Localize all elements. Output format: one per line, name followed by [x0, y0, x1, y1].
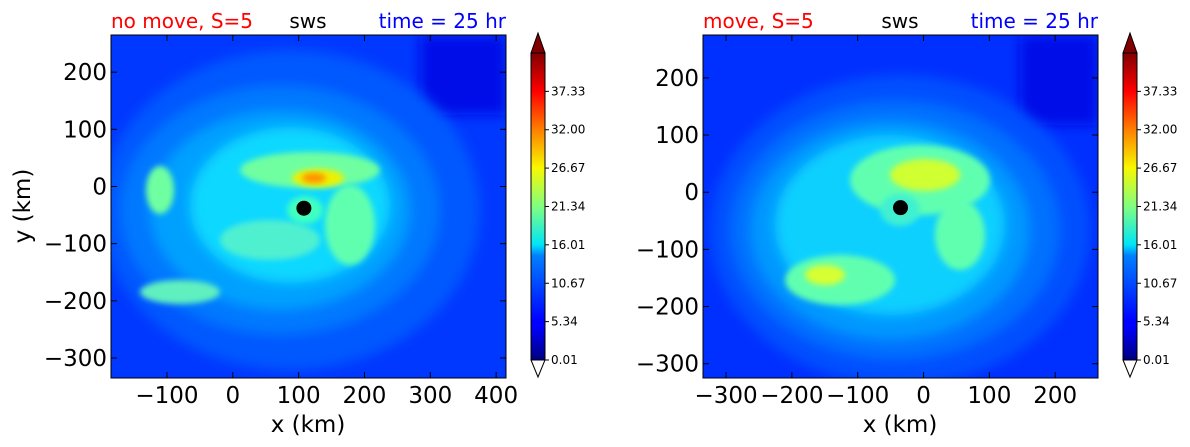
x-tick-label: −200 [760, 383, 823, 409]
x-tick-label: 100 [277, 383, 321, 409]
y-tick-label: 200 [63, 60, 107, 86]
x-tick-label: 0 [916, 383, 931, 409]
colorbar-tick-label: 26.67 [1143, 161, 1177, 175]
title-left-1: no move, S=5 [111, 9, 253, 33]
colorbar-tick-label: 37.33 [1143, 84, 1177, 98]
colorbar-tick-label: 37.33 [551, 84, 585, 98]
x-tick-label: 200 [1033, 383, 1077, 409]
colorbar-extend-top-1 [530, 31, 546, 54]
field-dark-corner-1 [420, 35, 506, 115]
y-tick-label: 0 [684, 180, 699, 206]
field-band-s-1 [220, 220, 320, 260]
field-yellow-sw-2 [805, 265, 845, 285]
field-dark-corner-2 [1020, 35, 1098, 125]
title-center-2: sws [881, 9, 918, 33]
colorbar-tick-label: 10.67 [551, 276, 585, 290]
title-left-2: move, S=5 [703, 9, 814, 33]
colorbar-tick-label: 16.01 [1143, 238, 1177, 252]
x-tick-label: −100 [826, 383, 889, 409]
colorbar-extend-bottom-1 [530, 359, 546, 379]
colorbar-tick-label: 0.01 [551, 353, 578, 367]
field-band-e-1 [325, 185, 375, 265]
colorbar-tick-label: 10.67 [1143, 276, 1177, 290]
colorbar-tick-label: 21.34 [551, 199, 585, 213]
field-band-sw-1 [140, 280, 220, 304]
colorbar-gradient-2 [1122, 52, 1138, 361]
colorbar-extend-top-2 [1122, 31, 1138, 54]
title-center-1: sws [289, 9, 326, 33]
colorbar-ticks-2: 0.01 5.34 10.67 16.01 21.34 26.67 32.00 37.33 [1137, 84, 1177, 367]
colorbar-ticks-1: 0.01 5.34 10.67 16.01 21.34 26.67 32.00 37.33 [545, 84, 585, 367]
y-tick-label: −200 [636, 295, 699, 321]
colorbar-tick-label: 16.01 [551, 238, 585, 252]
x-tick-label: 100 [967, 383, 1011, 409]
x-axis-label-2: x (km) [863, 412, 938, 438]
colorbar-tick-label: 5.34 [551, 315, 578, 329]
x-tick-label: −300 [694, 383, 757, 409]
y-tick-label: −300 [44, 346, 107, 372]
x-tick-label: 400 [474, 383, 518, 409]
colorbar-1: 0.01 5.34 10.67 16.01 21.34 26.67 32.00 37.33 [530, 31, 585, 379]
y-tick-label: −100 [636, 237, 699, 263]
panel-1: −100 0 100 200 300 400 200 100 0 −100 −200 −300 no … [10, 9, 585, 438]
storm-center-marker-2 [893, 200, 908, 216]
x-tick-label: 0 [225, 383, 240, 409]
y-tick-label: 0 [92, 174, 107, 200]
storm-center-marker-1 [296, 200, 312, 216]
x-tick-label: −100 [135, 383, 198, 409]
axes-frame-2 [702, 34, 1099, 379]
field-yellow-n-2 [890, 159, 960, 191]
colorbar-tick-label: 0.01 [1143, 353, 1170, 367]
colorbar-tick-label: 5.34 [1143, 315, 1170, 329]
field-band-e-2 [935, 200, 985, 270]
y-tick-label: 100 [63, 117, 107, 143]
x-axis-label-1: x (km) [271, 412, 346, 438]
field-max-1 [302, 173, 326, 183]
plot-area-1 [111, 35, 506, 378]
x-tick-label: 200 [343, 383, 387, 409]
y-axis-label-1: y (km) [10, 169, 36, 244]
colorbar-2: 0.01 5.34 10.67 16.01 21.34 26.67 32.00 37.33 [1122, 31, 1177, 379]
plot-area-2 [703, 35, 1098, 378]
colorbar-tick-label: 21.34 [1143, 199, 1177, 213]
y-tick-label: −100 [44, 232, 107, 258]
ticks-1: −100 0 100 200 300 400 200 100 0 −100 −200 −300 [44, 35, 518, 409]
colorbar-gradient-1 [530, 52, 546, 361]
colorbar-extend-bottom-2 [1122, 359, 1138, 379]
title-right-2: time = 25 hr [971, 9, 1099, 33]
colorbar-tick-label: 26.67 [551, 161, 585, 175]
y-tick-label: −300 [636, 352, 699, 378]
colorbar-tick-label: 32.00 [551, 123, 585, 137]
colorbar-tick-label: 32.00 [1143, 123, 1177, 137]
title-right-1: time = 25 hr [379, 9, 507, 33]
axes-frame-1 [110, 34, 507, 379]
y-tick-label: 200 [655, 66, 699, 92]
y-tick-label: 100 [655, 123, 699, 149]
y-tick-label: −200 [44, 289, 107, 315]
x-tick-label: 300 [408, 383, 452, 409]
field-band-nw-1 [146, 166, 174, 214]
